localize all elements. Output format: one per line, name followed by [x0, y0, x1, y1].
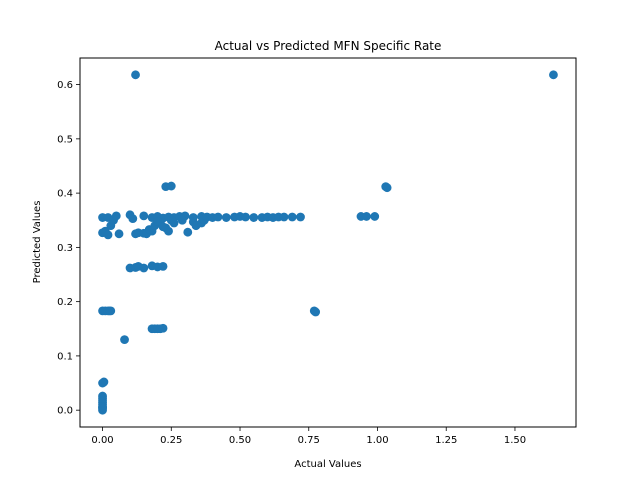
data-point: [241, 212, 250, 222]
data-point: [249, 213, 259, 222]
x-axis-label: Actual Values: [294, 459, 361, 470]
data-point: [139, 211, 149, 221]
data-point: [98, 403, 107, 412]
chart-title: Actual vs Predicted MFN Specific Rate: [215, 39, 442, 53]
data-point: [287, 212, 297, 222]
data-point: [279, 212, 289, 222]
data-point: [153, 216, 162, 226]
data-point: [98, 391, 107, 401]
data-point: [158, 323, 168, 333]
x-tick-label: 0.25: [160, 435, 182, 446]
data-point: [296, 212, 305, 222]
x-axis: 0.00 0.25 0.50 0.75 1.00 1.25 1.50: [91, 427, 526, 446]
data-point: [213, 212, 223, 222]
y-tick-label: 0.4: [57, 189, 73, 200]
y-axis: 0.0 0.1 0.2 0.3 0.4 0.5 0.6: [57, 80, 80, 417]
data-point: [183, 227, 193, 237]
data-point: [221, 213, 231, 222]
data-point: [311, 307, 321, 317]
data-point: [99, 377, 109, 387]
data-point: [362, 212, 371, 221]
data-point: [370, 212, 380, 221]
data-point: [128, 214, 138, 224]
y-axis-label: Predicted Values: [32, 201, 43, 284]
data-point: [188, 213, 198, 222]
data-point: [382, 183, 392, 193]
y-tick-label: 0.5: [57, 134, 73, 145]
data-point: [106, 306, 116, 316]
x-tick-label: 1.00: [366, 435, 388, 446]
data-point: [166, 181, 176, 191]
data-point: [120, 335, 129, 345]
x-tick-label: 0.75: [298, 435, 320, 446]
x-tick-label: 1.50: [504, 435, 526, 446]
y-tick-label: 0.6: [57, 80, 73, 91]
y-tick-label: 0.3: [57, 243, 73, 254]
x-tick-label: 1.25: [435, 435, 457, 446]
data-point: [111, 211, 121, 221]
data-point: [177, 215, 187, 225]
y-tick-label: 0.2: [57, 297, 73, 308]
data-point: [549, 70, 558, 80]
data-point: [114, 229, 124, 239]
x-tick-label: 0.50: [229, 435, 251, 446]
plot-frame: [79, 57, 577, 428]
y-tick-label: 0.1: [57, 351, 73, 362]
data-point: [158, 222, 168, 232]
data-point: [139, 263, 149, 273]
data-point: [131, 70, 140, 80]
y-tick-label: 0.0: [57, 406, 73, 417]
x-tick-label: 0.00: [91, 435, 113, 446]
data-point: [169, 218, 179, 228]
plot-area: [98, 70, 558, 415]
data-point: [158, 261, 168, 271]
data-point: [103, 230, 113, 240]
